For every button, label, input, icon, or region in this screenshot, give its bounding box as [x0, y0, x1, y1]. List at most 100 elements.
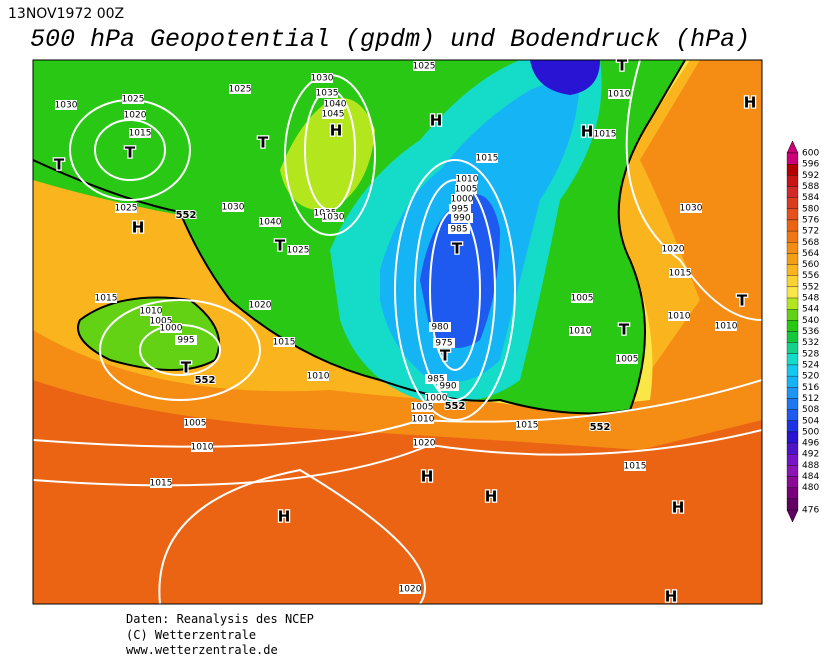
isobar-label: 1000	[451, 195, 474, 205]
colorbar-swatch	[786, 420, 799, 433]
isobar-label: 1025	[287, 246, 310, 256]
colorbar-label: 516	[802, 383, 819, 393]
isobar-label: 1010	[715, 322, 738, 332]
isobar-label: 1025	[413, 62, 436, 72]
colorbar-label: 540	[802, 316, 819, 326]
title: 500 hPa Geopotential (gpdm) und Bodendru…	[30, 25, 750, 54]
colorbar-swatch	[786, 487, 799, 499]
colorbar-label: 556	[802, 271, 819, 281]
label-box	[569, 326, 591, 336]
isobar-label: 1015	[516, 421, 539, 431]
colorbar-label: 532	[802, 338, 819, 348]
label-box	[150, 316, 172, 326]
isobar-label: 1025	[115, 204, 138, 214]
date: 13NOV1972 00Z	[8, 6, 124, 22]
label-box	[429, 322, 451, 332]
colorbar-label: 576	[802, 215, 819, 225]
pressure-center: H	[132, 219, 145, 237]
label-box	[669, 268, 691, 278]
colorbar-label: 480	[802, 483, 819, 493]
colorbar-swatch	[786, 498, 799, 511]
colorbar-swatch	[786, 398, 799, 410]
label-box	[411, 402, 433, 412]
label-box	[160, 323, 182, 333]
colorbar-swatch	[786, 164, 799, 176]
label-box	[433, 338, 455, 348]
isobar-label: 1015	[150, 479, 173, 489]
footer-line: www.wetterzentrale.de	[126, 643, 278, 656]
isobar-label: 1030	[55, 101, 78, 111]
isobar-label: 985	[450, 225, 467, 235]
colorbar-swatch	[786, 331, 799, 343]
label-box	[413, 438, 435, 448]
isobar-label: 1005	[411, 403, 434, 413]
colorbar-swatch	[786, 364, 799, 377]
pressure-center: H	[430, 112, 443, 130]
label-box	[287, 245, 309, 255]
isobar-label: 1000	[160, 324, 183, 334]
isobar-label: 1040	[324, 100, 347, 110]
colorbar-label: 520	[802, 372, 819, 382]
label-box	[311, 73, 333, 83]
isobar-label: 1010	[307, 372, 330, 382]
colorbar-label: 488	[802, 461, 819, 471]
pressure-center: H	[278, 508, 291, 526]
colorbar-swatch	[786, 275, 799, 288]
colorbar-label: 580	[802, 204, 819, 214]
colorbar-label: 528	[802, 349, 819, 359]
label-box	[451, 194, 473, 204]
isobar-label: 1020	[413, 439, 436, 449]
colorbar-swatch	[786, 431, 799, 444]
label-box	[449, 204, 471, 214]
isobar-label: 995	[177, 336, 194, 346]
label-box	[129, 128, 151, 138]
label-box	[425, 393, 447, 403]
pressure-center: H	[421, 468, 434, 486]
colorbar-label: 548	[802, 294, 819, 304]
isobar-label: 1020	[124, 111, 147, 121]
colorbar-label: 484	[802, 472, 819, 482]
colorbar-label: 524	[802, 360, 819, 370]
pressure-center: T	[440, 347, 451, 365]
colorbar-swatch	[786, 375, 799, 388]
colorbar-label: 496	[802, 439, 819, 449]
isobar-label: 1020	[662, 245, 685, 255]
isobar-label: 1025	[122, 95, 145, 105]
pressure-center: T	[737, 292, 748, 310]
colorbar-swatch	[786, 442, 799, 455]
pressure-center: H	[665, 588, 678, 606]
label-box	[184, 418, 206, 428]
isobar-label: 1015	[476, 154, 499, 164]
colorbar-swatch	[786, 465, 799, 477]
colorbar-label: 600	[802, 149, 819, 159]
isobar-label: 1045	[322, 110, 345, 120]
colorbar-label: 588	[802, 182, 819, 192]
label-box	[95, 293, 117, 303]
pressure-center: T	[54, 156, 65, 174]
colorbar-label: 564	[802, 249, 819, 259]
pressure-center: T	[125, 144, 136, 162]
isobar-label: 1000	[425, 394, 448, 404]
isobar-label: 985	[427, 375, 444, 385]
map-labels: 1030102510201015102510301035104010451040…	[53, 55, 758, 607]
label-box	[316, 88, 338, 98]
label-box	[140, 306, 162, 316]
height-label: 552	[195, 375, 216, 386]
footer-line: Daten: Reanalysis des NCEP	[126, 612, 314, 626]
label-box	[124, 110, 146, 120]
isobar-label: 990	[439, 382, 456, 392]
colorbar-swatch	[786, 242, 799, 254]
isobar-label: 1010	[412, 415, 435, 425]
label-box	[456, 174, 478, 184]
label-box	[273, 337, 295, 347]
label-box	[222, 202, 244, 212]
pressure-center: T	[181, 359, 192, 377]
label-box	[455, 184, 477, 194]
label-box	[476, 153, 498, 163]
colorbar-swatch	[786, 286, 799, 299]
label-box	[322, 109, 344, 119]
label-box	[191, 442, 213, 452]
isobar-label: 1015	[669, 269, 692, 279]
isobar-label: 1035	[316, 89, 339, 99]
